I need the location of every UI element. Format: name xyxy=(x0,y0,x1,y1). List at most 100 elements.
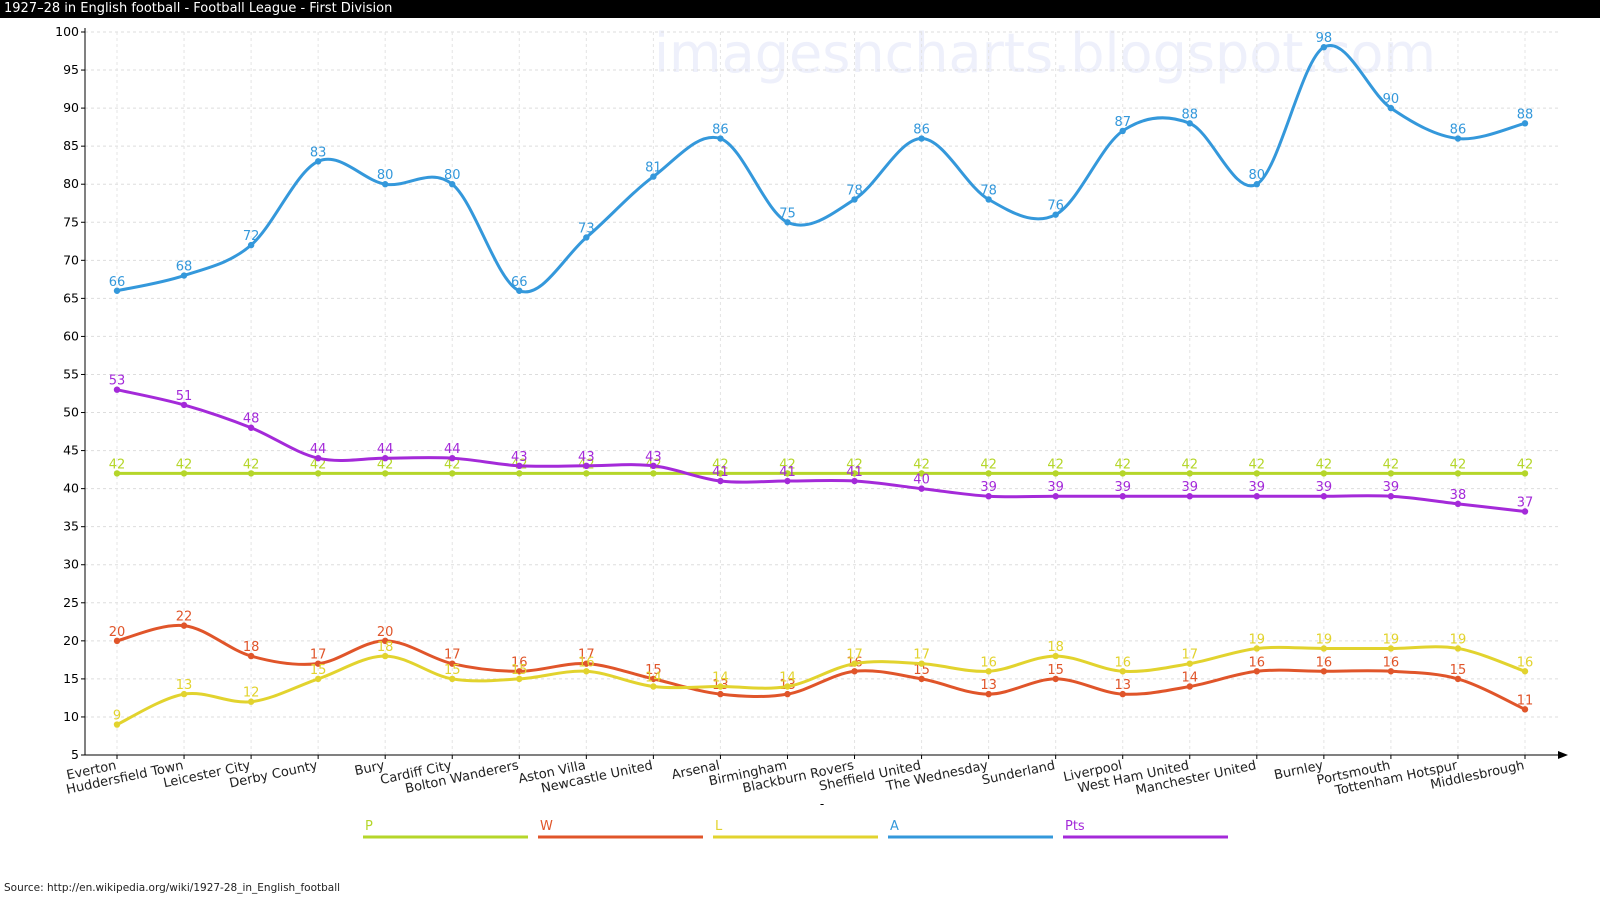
data-point-a xyxy=(985,196,992,203)
data-label-pts: 51 xyxy=(176,389,193,404)
x-tick-label: Bury xyxy=(353,758,386,779)
data-label-a: 86 xyxy=(712,123,729,138)
data-point-l xyxy=(1253,645,1261,652)
data-label-p: 42 xyxy=(913,457,930,472)
data-point-w xyxy=(1253,668,1261,675)
data-label-a: 90 xyxy=(1383,92,1400,107)
data-point-l xyxy=(314,675,322,683)
y-tick-label: 55 xyxy=(63,366,79,381)
data-point-pts xyxy=(449,454,456,462)
data-label-pts: 37 xyxy=(1517,495,1534,510)
data-label-l: 16 xyxy=(1114,655,1131,670)
data-point-l xyxy=(1320,645,1328,652)
data-point-w xyxy=(113,637,121,645)
y-tick-label: 80 xyxy=(63,176,79,191)
data-label-p: 42 xyxy=(980,457,997,472)
data-label-pts: 43 xyxy=(645,450,662,465)
y-tick-label: 10 xyxy=(63,709,79,724)
series-line-a xyxy=(116,43,1526,294)
y-tick-label: 45 xyxy=(63,443,79,458)
data-point-pts xyxy=(180,401,188,409)
data-label-pts: 44 xyxy=(310,442,327,457)
data-point-a xyxy=(918,135,925,142)
data-point-l xyxy=(918,660,925,667)
x-tick-label: Sunderland xyxy=(981,758,1057,788)
y-tick-label: 15 xyxy=(63,671,79,686)
data-label-p: 42 xyxy=(1450,457,1467,472)
data-label-w: 11 xyxy=(1517,693,1534,708)
data-point-a xyxy=(1521,120,1529,127)
data-point-w xyxy=(1454,675,1462,683)
data-point-p xyxy=(1052,470,1059,477)
data-point-l xyxy=(247,698,255,705)
data-point-pts xyxy=(650,462,657,469)
data-point-pts xyxy=(247,424,255,431)
data-label-l: 14 xyxy=(645,671,662,686)
data-point-pts xyxy=(113,386,121,393)
data-label-l: 16 xyxy=(1517,655,1534,670)
data-label-l: 16 xyxy=(980,655,997,670)
data-point-a xyxy=(113,287,121,294)
data-point-pts xyxy=(1387,493,1395,500)
data-point-l xyxy=(851,660,858,667)
data-label-w: 20 xyxy=(377,625,394,640)
data-point-pts xyxy=(784,477,791,485)
data-point-a xyxy=(1253,181,1261,188)
chart-title: 1927–28 in English football - Football L… xyxy=(0,0,1600,18)
data-point-l xyxy=(784,683,791,690)
data-label-a: 88 xyxy=(1181,107,1198,122)
data-point-l xyxy=(113,721,121,728)
data-point-p xyxy=(650,470,657,477)
data-label-pts: 41 xyxy=(779,465,796,480)
data-point-p xyxy=(314,470,322,477)
data-label-l: 12 xyxy=(243,686,260,701)
y-tick-label: 100 xyxy=(55,24,79,39)
data-point-a xyxy=(247,241,255,249)
x-axis-arrow xyxy=(1558,751,1568,759)
data-label-p: 42 xyxy=(1181,457,1198,472)
data-label-p: 42 xyxy=(1114,457,1131,472)
data-point-a xyxy=(851,196,858,203)
data-point-p xyxy=(449,470,456,477)
data-label-w: 15 xyxy=(1450,663,1467,678)
data-point-w xyxy=(1119,690,1126,698)
data-label-p: 42 xyxy=(712,457,729,472)
data-label-w: 13 xyxy=(1114,678,1131,693)
data-label-w: 15 xyxy=(645,663,662,678)
data-point-a xyxy=(516,287,523,294)
y-tick-label: 50 xyxy=(63,405,79,420)
data-point-l xyxy=(449,675,456,683)
data-point-p xyxy=(784,470,791,477)
y-tick-label: 65 xyxy=(63,290,79,305)
data-label-w: 16 xyxy=(511,655,528,670)
data-point-w xyxy=(985,690,992,698)
data-label-p: 42 xyxy=(1316,457,1333,472)
data-label-p: 42 xyxy=(176,457,193,472)
data-point-w xyxy=(1052,675,1059,683)
data-label-a: 98 xyxy=(1316,31,1333,46)
data-label-pts: 41 xyxy=(846,465,863,480)
data-point-a xyxy=(1186,120,1193,127)
data-label-p: 42 xyxy=(109,457,126,472)
data-point-w xyxy=(851,668,858,675)
data-label-l: 18 xyxy=(1047,640,1064,655)
data-label-pts: 44 xyxy=(377,442,394,457)
data-point-l xyxy=(1387,645,1395,652)
x-axis-label: - xyxy=(820,797,824,811)
data-point-a xyxy=(1052,211,1059,218)
data-point-a xyxy=(381,181,389,188)
data-point-pts xyxy=(381,454,389,462)
data-point-a xyxy=(449,181,456,188)
data-label-pts: 39 xyxy=(1383,480,1400,495)
data-point-w xyxy=(1387,668,1395,675)
data-label-pts: 53 xyxy=(109,374,126,389)
data-label-w: 13 xyxy=(980,678,997,693)
data-point-pts xyxy=(583,462,590,469)
data-label-p: 42 xyxy=(243,457,260,472)
data-label-w: 17 xyxy=(310,648,327,663)
data-point-l xyxy=(583,668,590,675)
data-label-l: 13 xyxy=(176,678,193,693)
data-label-a: 86 xyxy=(1450,123,1467,138)
data-label-l: 9 xyxy=(113,709,121,724)
